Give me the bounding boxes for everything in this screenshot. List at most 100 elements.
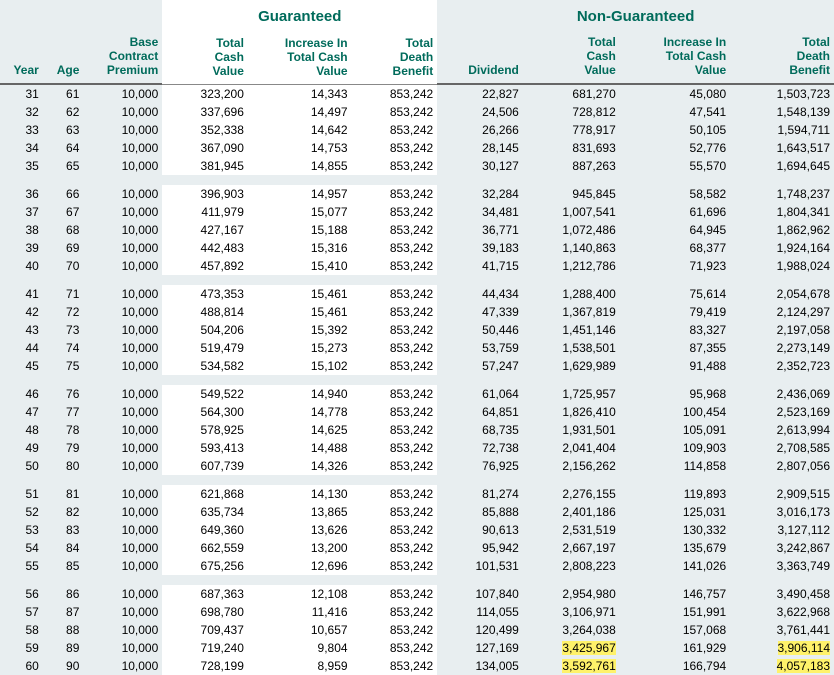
cell-ntdb: 1,548,139: [730, 103, 834, 121]
cell-a: 80: [43, 457, 84, 475]
cell-a: 77: [43, 403, 84, 421]
cell-a: 74: [43, 339, 84, 357]
cell-gtdb: 853,242: [352, 603, 438, 621]
cell-ninc: 91,488: [620, 357, 730, 375]
cell-ntdb: 3,242,867: [730, 539, 834, 557]
cell-div: 34,481: [437, 203, 523, 221]
cell-div: 44,434: [437, 285, 523, 303]
cell-p: 10,000: [83, 603, 162, 621]
cell-div: 114,055: [437, 603, 523, 621]
cell-gtdb: 853,242: [352, 139, 438, 157]
cell-gtdb: 853,242: [352, 639, 438, 657]
cell-ninc: 58,582: [620, 185, 730, 203]
cell-div: 26,266: [437, 121, 523, 139]
cell-a: 67: [43, 203, 84, 221]
cell-ntcv: 1,007,541: [523, 203, 620, 221]
cell-gtcv: 593,413: [162, 439, 248, 457]
cell-gtdb: 853,242: [352, 221, 438, 239]
cell-a: 86: [43, 585, 84, 603]
cell-gtdb: 853,242: [352, 457, 438, 475]
cell-ninc: 146,757: [620, 585, 730, 603]
cell-gtcv: 698,780: [162, 603, 248, 621]
cell-gtdb: 853,242: [352, 621, 438, 639]
cell-ntcv: 1,931,501: [523, 421, 620, 439]
cell-ginc: 9,804: [248, 639, 352, 657]
cell-ntcv: 728,812: [523, 103, 620, 121]
cell-ninc: 79,419: [620, 303, 730, 321]
cell-gtcv: 607,739: [162, 457, 248, 475]
cell-ninc: 109,903: [620, 439, 730, 457]
cell-y: 54: [0, 539, 43, 557]
table-row: 578710,000698,78011,416853,242114,0553,1…: [0, 603, 834, 621]
cell-p: 10,000: [83, 657, 162, 675]
cell-y: 60: [0, 657, 43, 675]
cell-ninc: 100,454: [620, 403, 730, 421]
cell-div: 85,888: [437, 503, 523, 521]
cell-gtdb: 853,242: [352, 439, 438, 457]
table-body: 316110,000323,20014,343853,24222,827681,…: [0, 84, 834, 675]
table-row: 447410,000519,47915,273853,24253,7591,53…: [0, 339, 834, 357]
cell-ntcv: 945,845: [523, 185, 620, 203]
cell-div: 61,064: [437, 385, 523, 403]
cell-ginc: 14,642: [248, 121, 352, 139]
table-row: 487810,000578,92514,625853,24268,7351,93…: [0, 421, 834, 439]
cell-p: 10,000: [83, 257, 162, 275]
cell-p: 10,000: [83, 339, 162, 357]
cell-ginc: 10,657: [248, 621, 352, 639]
cell-ntcv: 2,041,404: [523, 439, 620, 457]
cell-y: 51: [0, 485, 43, 503]
cell-y: 31: [0, 84, 43, 103]
cell-p: 10,000: [83, 84, 162, 103]
cell-p: 10,000: [83, 503, 162, 521]
cell-div: 47,339: [437, 303, 523, 321]
cell-gtcv: 719,240: [162, 639, 248, 657]
cell-y: 40: [0, 257, 43, 275]
cell-ntcv: 3,264,038: [523, 621, 620, 639]
cell-ntdb: 3,490,458: [730, 585, 834, 603]
cell-div: 120,499: [437, 621, 523, 639]
cell-ginc: 12,108: [248, 585, 352, 603]
cell-y: 57: [0, 603, 43, 621]
cell-y: 49: [0, 439, 43, 457]
cell-ntdb: 2,523,169: [730, 403, 834, 421]
cell-gtdb: 853,242: [352, 357, 438, 375]
cell-a: 62: [43, 103, 84, 121]
table-row: 326210,000337,69614,497853,24224,506728,…: [0, 103, 834, 121]
cell-a: 90: [43, 657, 84, 675]
cell-p: 10,000: [83, 457, 162, 475]
cell-gtcv: 473,353: [162, 285, 248, 303]
cell-p: 10,000: [83, 385, 162, 403]
cell-div: 76,925: [437, 457, 523, 475]
header-ng-div: Dividend: [437, 31, 523, 84]
table-row: 417110,000473,35315,461853,24244,4341,28…: [0, 285, 834, 303]
cell-ntdb: 1,643,517: [730, 139, 834, 157]
cell-ninc: 114,858: [620, 457, 730, 475]
cell-ntcv: 1,629,989: [523, 357, 620, 375]
cell-ginc: 15,392: [248, 321, 352, 339]
cell-y: 38: [0, 221, 43, 239]
cell-a: 85: [43, 557, 84, 575]
cell-ntdb: 3,622,968: [730, 603, 834, 621]
cell-ginc: 13,200: [248, 539, 352, 557]
cell-ginc: 14,855: [248, 157, 352, 175]
cell-a: 69: [43, 239, 84, 257]
cell-div: 41,715: [437, 257, 523, 275]
cell-ntcv: 1,288,400: [523, 285, 620, 303]
cell-ntcv: 778,917: [523, 121, 620, 139]
cell-ginc: 13,865: [248, 503, 352, 521]
table-row: 437310,000504,20615,392853,24250,4461,45…: [0, 321, 834, 339]
cell-ntdb: 1,924,164: [730, 239, 834, 257]
cell-ninc: 95,968: [620, 385, 730, 403]
cell-gtdb: 853,242: [352, 485, 438, 503]
cell-ginc: 14,130: [248, 485, 352, 503]
cell-ntcv: 1,826,410: [523, 403, 620, 421]
cell-gtcv: 323,200: [162, 84, 248, 103]
cell-ginc: 14,343: [248, 84, 352, 103]
header-blank: [0, 0, 162, 31]
cell-p: 10,000: [83, 539, 162, 557]
header-group-nonguaranteed: Non-Guaranteed: [437, 0, 834, 31]
table-row: 356510,000381,94514,855853,24230,127887,…: [0, 157, 834, 175]
cell-gtdb: 853,242: [352, 303, 438, 321]
cell-ntcv: 3,425,967: [523, 639, 620, 657]
cell-y: 34: [0, 139, 43, 157]
